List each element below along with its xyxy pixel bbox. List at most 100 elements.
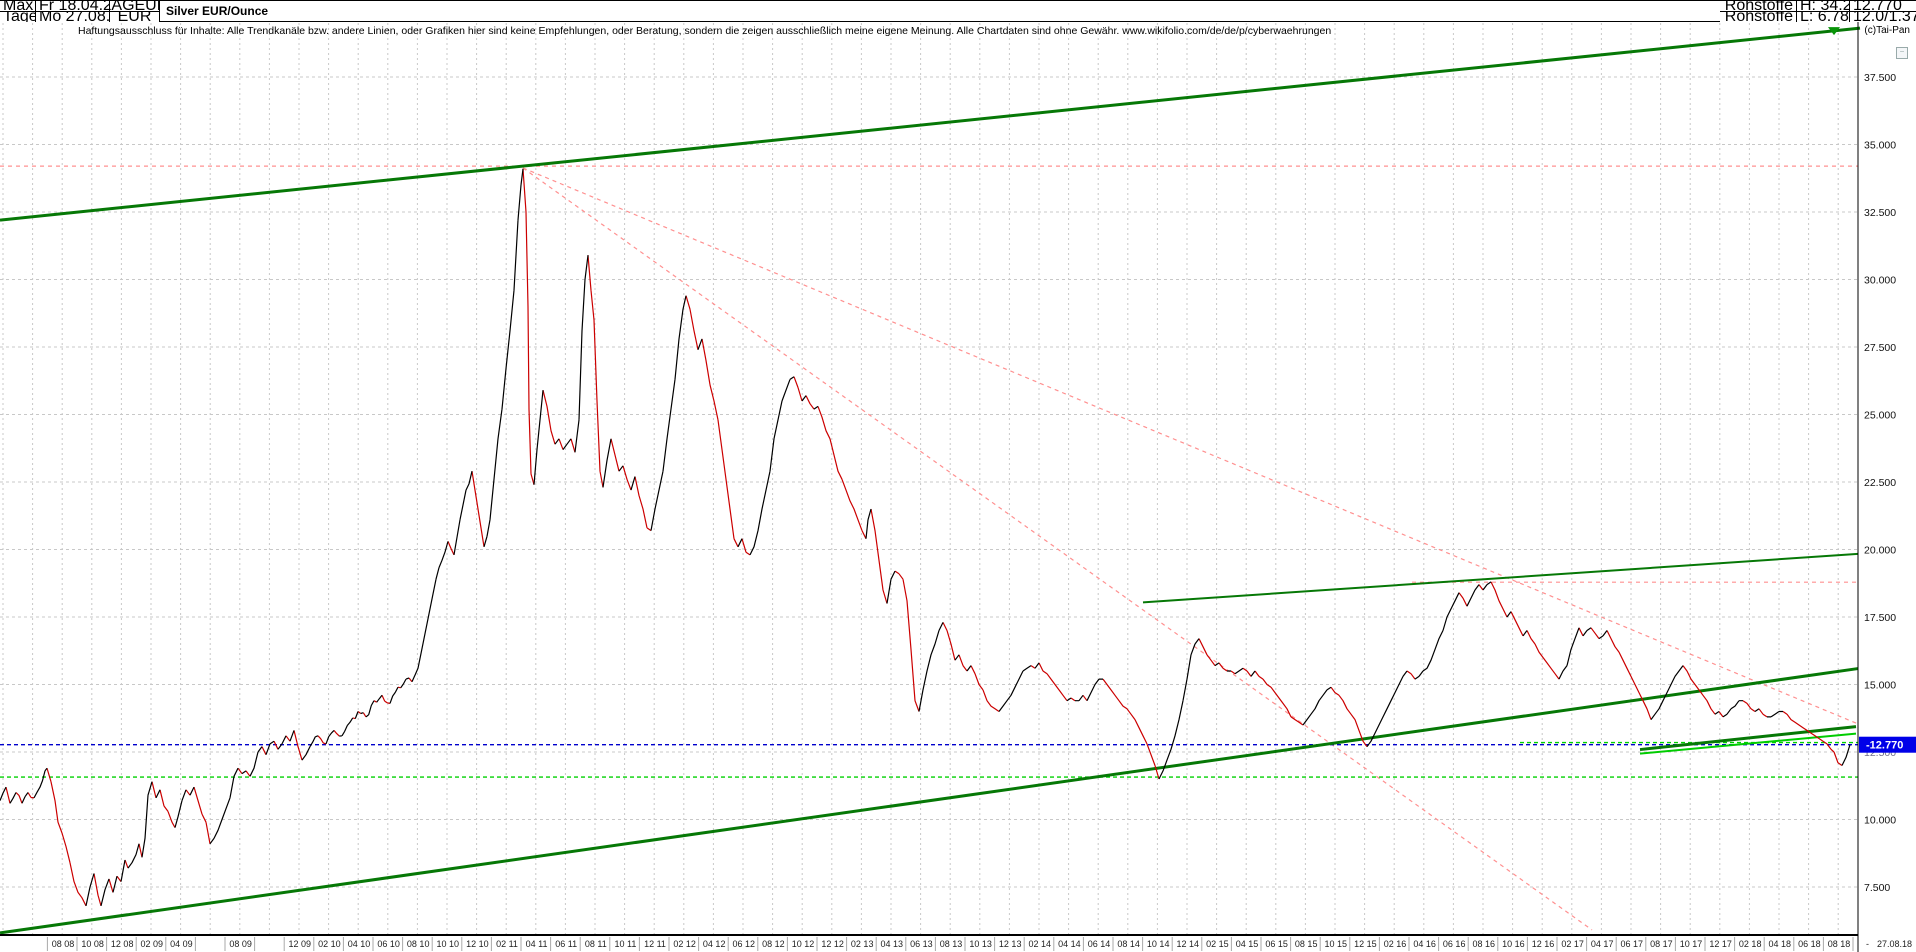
x-tick-label: 10 11 — [614, 939, 636, 949]
x-tick-label: 04 16 — [1413, 939, 1436, 949]
instrument-subgroup: vwd Rohstoffe — [1720, 12, 1797, 22]
short-support — [1639, 725, 1857, 752]
current-price-box — [1859, 736, 1916, 753]
x-tick-label: 12 11 — [644, 939, 666, 949]
x-tick-label: 04 12 — [703, 939, 726, 949]
grid-lines — [0, 23, 1858, 935]
x-tick-label: 10 16 — [1502, 939, 1525, 949]
y-axis-labels: 37.500 35.000 32.500 30.000 27.500 25.000 22.5… — [1864, 72, 1896, 894]
short-support-inner — [1639, 732, 1857, 755]
current-price-badge: -12.770 — [1859, 736, 1916, 753]
x-axis-end-dash: - — [1866, 939, 1869, 949]
x-tick-label: 08 14 — [1117, 939, 1140, 949]
x-tick-label: 08 13 — [940, 939, 963, 949]
range-dropdown[interactable]: Max ▼ — [0, 1, 36, 11]
x-tick-label: 08 10 — [407, 939, 430, 949]
x-tick-label: 08 18 — [1828, 939, 1851, 949]
y-tick-label: 35.000 — [1864, 140, 1896, 152]
y-tick-label: 32.500 — [1864, 207, 1896, 219]
x-tick-label: 02 14 — [1029, 939, 1052, 949]
interval-dropdown-label: Tage — [3, 12, 36, 22]
x-axis-end-date: 27.08.18 — [1877, 939, 1912, 949]
date-from: Fr 18.04.2008 — [36, 1, 110, 11]
price-series — [0, 168, 1851, 907]
x-tick-label: 10 13 — [969, 939, 992, 949]
x-tick-label: 06 12 — [733, 939, 756, 949]
x-tick-label: 04 14 — [1058, 939, 1081, 949]
x-tick-label: 06 14 — [1088, 939, 1111, 949]
x-tick-label: 08 08 — [52, 939, 75, 949]
instrument-group: Rohstoffe — [1720, 1, 1797, 11]
x-tick-label: 08 17 — [1650, 939, 1673, 949]
x-tick-label: 12 17 — [1709, 939, 1732, 949]
y-tick-label: 15.000 — [1864, 680, 1896, 692]
mid-resistance — [1142, 552, 1859, 604]
x-tick-label: 06 15 — [1265, 939, 1288, 949]
fan-line-lower — [522, 167, 1593, 931]
x-tick-label: 06 13 — [910, 939, 933, 949]
y-tick-label: 27.500 — [1864, 342, 1896, 354]
header-row-divider — [0, 11, 160, 12]
fan-line-upper — [522, 167, 1859, 725]
y-tick-label: 10.000 — [1864, 815, 1896, 827]
x-tick-label: 12 15 — [1354, 939, 1377, 949]
channel-marker — [1828, 27, 1840, 36]
x-tick-label: 10 15 — [1325, 939, 1348, 949]
x-tick-label: 12 09 — [289, 939, 312, 949]
price-line-down-days — [5, 168, 1843, 907]
y-tick-label: 7.500 — [1864, 882, 1890, 894]
range-high: H: 34.200 — [1797, 1, 1850, 11]
range-low: L: 6.780 — [1797, 12, 1850, 22]
x-tick-label: 08 09 — [229, 939, 252, 949]
x-tick-label: 02 13 — [851, 939, 874, 949]
y-tick-label: 17.500 — [1864, 612, 1896, 624]
y-tick-label: 37.500 — [1864, 72, 1896, 84]
date-to: Mo 27.08.2018 — [36, 12, 110, 22]
current-price-label: -12.770 — [1866, 740, 1903, 752]
green-alert-lines — [0, 741, 1858, 778]
x-tick-label: 02 17 — [1561, 939, 1584, 949]
copyright-label: (c)Tai-Pan — [1864, 25, 1910, 36]
y-tick-label: 22.500 — [1864, 477, 1896, 489]
upper-channel — [0, 26, 1861, 222]
page-title: Silver EUR/Ounce — [163, 1, 663, 21]
x-tick-label: 12 12 — [821, 939, 844, 949]
x-tick-label: 06 17 — [1621, 939, 1644, 949]
triangle-marker-icon — [1828, 27, 1840, 36]
symbol-currency: EUR — [110, 12, 160, 22]
symbol-code: XAGEUR — [110, 1, 160, 11]
header-row-divider — [1720, 11, 1916, 12]
header-last-price: 12.770 — [1850, 1, 1916, 11]
x-tick-label: 10 08 — [81, 939, 104, 949]
x-tick-label: 02 11 — [496, 939, 518, 949]
x-tick-label: 02 09 — [141, 939, 164, 949]
x-tick-label: 08 15 — [1295, 939, 1318, 949]
red-trend-lines — [0, 165, 1859, 931]
x-tick-label: 02 10 — [318, 939, 341, 949]
y-tick-label: 30.000 — [1864, 275, 1896, 287]
x-tick-label: 02 18 — [1739, 939, 1762, 949]
y-tick-label: 25.000 — [1864, 410, 1896, 422]
x-tick-label: 06 16 — [1443, 939, 1466, 949]
x-tick-label: 10 17 — [1680, 939, 1703, 949]
x-tick-label: 08 12 — [762, 939, 785, 949]
axes — [0, 22, 1859, 952]
x-tick-label: 08 11 — [585, 939, 607, 949]
price-line-up-days — [0, 168, 1851, 907]
x-tick-label: 10 14 — [1147, 939, 1170, 949]
x-tick-label: 12 10 — [466, 939, 489, 949]
collapse-panel-icon[interactable]: − — [1896, 47, 1908, 59]
lower-channel — [0, 667, 1859, 935]
interval-dropdown[interactable]: Tage ▼ — [0, 12, 36, 22]
x-tick-label: 06 10 — [377, 939, 400, 949]
x-axis-labels: 08 08 10 08 12 08 02 09 04 09 08 09 12 09 02 10… — [46, 937, 1912, 951]
x-tick-label: 02 16 — [1384, 939, 1407, 949]
x-tick-label: 06 18 — [1798, 939, 1821, 949]
x-tick-label: 12 16 — [1532, 939, 1555, 949]
trend-channel-lines — [0, 26, 1861, 935]
x-tick-label: 10 10 — [437, 939, 460, 949]
x-tick-label: 04 15 — [1236, 939, 1259, 949]
x-tick-label: 04 13 — [881, 939, 904, 949]
header-change-info: 12.0/1.370 — [1850, 12, 1916, 22]
